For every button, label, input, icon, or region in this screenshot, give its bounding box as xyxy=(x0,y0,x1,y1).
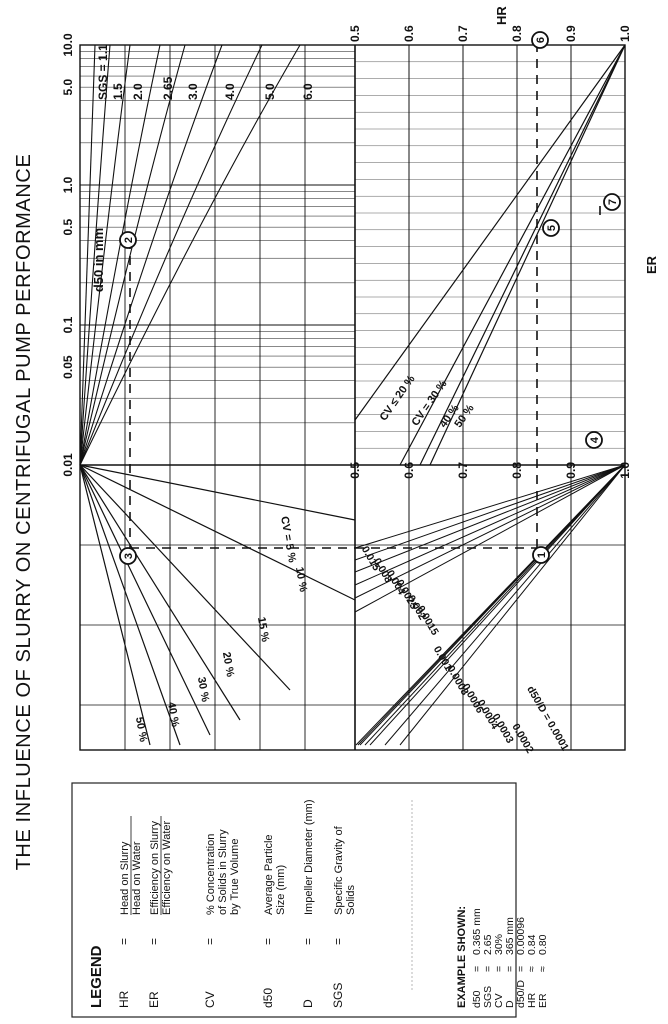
hr-tick-label: 0.8 xyxy=(510,25,524,42)
d50D-line xyxy=(369,464,626,746)
sg-curve-label: 2.65 xyxy=(161,76,175,100)
sg-curve-label: 5.0 xyxy=(263,83,277,100)
er-tick-label: 0.7 xyxy=(456,462,470,479)
cv-line-left xyxy=(79,464,181,746)
sg-curve-label: SGS = 1.1 xyxy=(96,44,110,100)
d50-tick-label: 1.0 xyxy=(61,176,75,193)
er-tick-label: 0.5 xyxy=(348,462,362,479)
d50-tick-label: 0.5 xyxy=(61,218,75,235)
hr-tick-label: 0.7 xyxy=(456,25,470,42)
d50D-line xyxy=(399,464,626,746)
d50D-line xyxy=(354,464,626,561)
cv-line-er xyxy=(354,44,626,421)
chart-curves xyxy=(79,40,626,746)
step-marker xyxy=(585,431,603,449)
chart-frame xyxy=(79,44,626,751)
step-marker-label: 5 xyxy=(546,225,558,231)
d50-tick-label: 0.01 xyxy=(61,453,75,477)
cv-line-left-label: CV = 5 % xyxy=(278,515,298,563)
er-tick-label: 0.8 xyxy=(510,462,524,479)
sg-curve xyxy=(79,44,263,466)
er-tick-label: 1.0 xyxy=(618,462,632,479)
cv-line-left-label: 15 % xyxy=(255,616,271,643)
sg-curve xyxy=(79,44,223,466)
sg-curve-label: 1.5 xyxy=(111,83,125,100)
cv-line-left-label: 10 % xyxy=(293,566,309,593)
step-marker-label: 4 xyxy=(589,436,601,443)
d50D-line xyxy=(355,464,626,746)
step-marker-label: 2 xyxy=(123,237,135,243)
cv-line-er xyxy=(399,44,626,466)
d50-tick-label: 0.1 xyxy=(61,316,75,333)
cv-line-left-label: 30 % xyxy=(195,676,211,703)
cv-line-left-label: 20 % xyxy=(220,651,236,678)
step-marker-label: 7 xyxy=(607,199,619,205)
sg-curve xyxy=(79,44,111,466)
step-marker xyxy=(119,547,137,565)
sg-curve-label: 2.0 xyxy=(131,83,145,100)
step-marker xyxy=(603,193,621,211)
cv-line-left-label: 50 % xyxy=(133,716,149,743)
sg-curve xyxy=(79,44,301,466)
d50-tick-label: 5.0 xyxy=(61,78,75,95)
d50D-line xyxy=(354,464,626,586)
d50D-line xyxy=(354,464,626,613)
cv-line-left xyxy=(79,464,211,736)
hr-tick-label: 1.0 xyxy=(618,25,632,42)
d50D-line xyxy=(364,464,626,746)
cv-line-er xyxy=(429,44,626,466)
d50-tick-label: 10.0 xyxy=(61,33,75,57)
hr-tick-label: 0.5 xyxy=(348,25,362,42)
d50D-line xyxy=(354,464,626,573)
sg-curve-label: 4.0 xyxy=(223,83,237,100)
hr-tick-label: 0.9 xyxy=(564,25,578,42)
step-marker xyxy=(532,546,550,564)
er-tick-label: 0.9 xyxy=(564,462,578,479)
cv-line-er xyxy=(419,44,626,466)
step-marker xyxy=(119,231,137,249)
sg-curve xyxy=(79,44,96,466)
step-marker-label: 6 xyxy=(535,37,547,43)
d50D-line xyxy=(354,464,626,549)
er-axis-label: ER xyxy=(644,255,659,274)
cv-line-left xyxy=(79,464,356,521)
hr-tick-label: 0.6 xyxy=(402,25,416,42)
er-tick-label: 0.6 xyxy=(402,462,416,479)
hr-axis-label: HR xyxy=(494,6,509,25)
step-marker xyxy=(542,219,560,237)
d50D-line xyxy=(384,464,626,746)
cv-line-left xyxy=(79,464,151,746)
d50-tick-label: 0.05 xyxy=(61,355,75,379)
step-marker xyxy=(531,31,549,49)
d50D-line xyxy=(354,464,626,599)
cv-line-left xyxy=(79,464,356,601)
cv-line-left-label: 40 % xyxy=(165,701,181,728)
chart-grid xyxy=(79,44,626,751)
cv-line-left xyxy=(79,464,241,721)
step-marker-label: 1 xyxy=(536,552,548,558)
step-marker-label: 3 xyxy=(123,553,135,559)
sg-curve xyxy=(79,44,131,466)
sg-curve-label: 6.0 xyxy=(301,83,315,100)
cv-line-left xyxy=(79,464,291,691)
sg-curve-label: 3.0 xyxy=(186,83,200,100)
d50-axis-label: d50 in mm xyxy=(91,228,106,292)
